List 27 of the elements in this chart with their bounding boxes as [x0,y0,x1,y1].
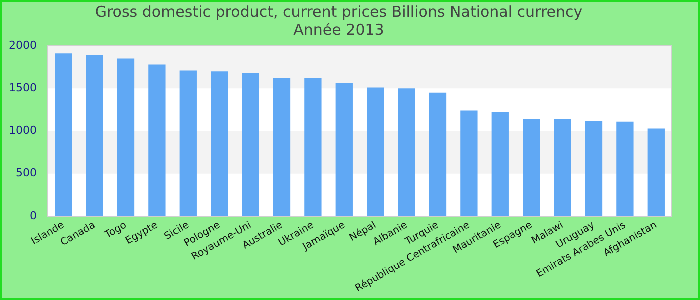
bar [55,54,72,217]
bar [648,128,665,217]
bar [304,78,322,217]
bar [429,92,447,217]
y-tick-label: 2000 [8,38,37,52]
bar [523,119,540,217]
bar [616,122,634,217]
bar [86,55,104,217]
y-tick-label: 1500 [8,81,37,94]
bar [554,119,572,217]
bar [336,84,353,217]
bar [148,64,166,217]
bar [492,112,509,217]
bar [273,78,291,217]
chart-title: Gross domestic product, current prices Billions National currency [95,2,583,21]
bar [211,72,228,217]
bar [242,73,260,217]
bar [117,58,135,217]
bar [585,121,603,217]
bar [180,70,197,217]
chart-subtitle: Année 2013 [294,20,384,39]
bar [398,88,416,217]
bar [367,88,384,217]
y-tick-label: 1000 [8,124,37,138]
y-tick-label: 500 [16,166,37,180]
y-tick-label: 0 [30,209,37,222]
bar [460,110,478,217]
